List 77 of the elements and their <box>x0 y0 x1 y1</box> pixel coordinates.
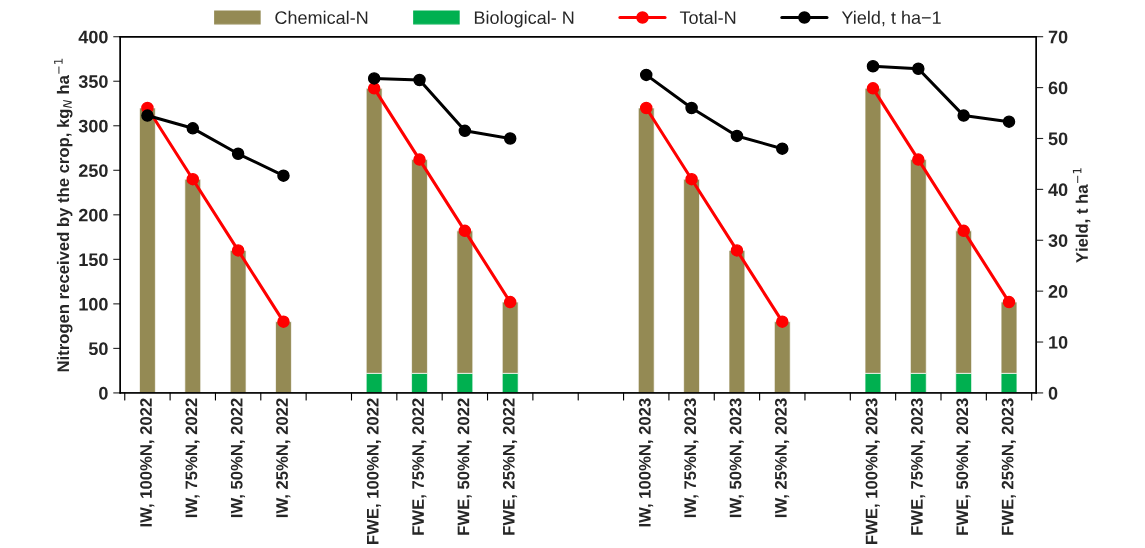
x-tick-label: IW, 25%N, 2023 <box>774 398 790 518</box>
y2-axis-title: Yield, t ha$^{−1}$ <box>1072 168 1091 263</box>
point <box>776 315 789 328</box>
legend-label: Chemical-N <box>275 10 368 25</box>
point <box>458 224 472 238</box>
x-tick-label: IW, 75%N, 2022 <box>185 398 200 518</box>
y2-tick-label: 40 <box>1048 183 1068 197</box>
y-tick-label: 250 <box>78 164 108 178</box>
point <box>186 122 200 135</box>
y2-tick-label: 0 <box>1048 386 1058 400</box>
point <box>957 109 970 122</box>
legend-label: Biological- N <box>474 10 574 28</box>
y-tick-label: 350 <box>78 75 108 88</box>
x-tick-label: FWE, 25%N, 2023 <box>1001 398 1016 535</box>
point <box>503 132 517 145</box>
point <box>186 172 200 186</box>
legend-label: Yield, t ha−1 <box>841 10 941 27</box>
y2-tick-label: 30 <box>1048 234 1068 247</box>
point <box>912 62 925 76</box>
x-tick-label: IW, 100%N, 2022 <box>140 398 155 527</box>
point <box>730 244 744 257</box>
point <box>912 153 925 166</box>
point <box>639 68 653 82</box>
x-tick-label: FWE, 50%N, 2023 <box>956 398 971 535</box>
point <box>957 224 970 238</box>
point <box>458 124 472 138</box>
point <box>413 153 426 166</box>
x-tick-label: IW, 50%N, 2022 <box>230 398 246 518</box>
x-tick-label: IW, 75%N, 2023 <box>684 398 699 518</box>
point <box>685 172 698 186</box>
point <box>866 82 880 95</box>
point <box>866 59 880 73</box>
legend-label: Total-N <box>679 10 736 25</box>
bar <box>139 107 156 393</box>
y-tick-label: 50 <box>88 342 108 356</box>
point <box>231 244 245 257</box>
x-tick-label: FWE, 100%N, 2023 <box>865 398 880 544</box>
point <box>685 101 698 115</box>
point <box>277 315 290 328</box>
y2-tick-label: 70 <box>1048 30 1068 44</box>
x-tick-label: IW, 50%N, 2023 <box>729 398 744 518</box>
bar <box>683 178 700 393</box>
y-tick-label: 150 <box>79 253 108 267</box>
point <box>141 109 154 122</box>
point <box>639 101 653 115</box>
bar <box>275 321 292 393</box>
x-tick-label: FWE, 25%N, 2022 <box>502 398 518 535</box>
x-tick-label: IW, 100%N, 2023 <box>638 398 654 527</box>
x-tick-label: FWE, 100%N, 2022 <box>366 398 382 544</box>
point <box>367 72 381 85</box>
bar <box>774 321 791 393</box>
y2-tick-label: 10 <box>1049 335 1068 349</box>
bar <box>728 250 746 393</box>
x-tick-label: IW, 25%N, 2022 <box>276 398 291 518</box>
y2-tick-label: 50 <box>1048 132 1068 146</box>
x-tick-label: FWE, 75%N, 2023 <box>911 398 926 535</box>
y-tick-label: 100 <box>79 297 108 311</box>
point <box>730 129 744 143</box>
x-tick-label: FWE, 50%N, 2022 <box>457 398 472 535</box>
bar <box>637 107 655 393</box>
point <box>413 73 426 87</box>
y-tick-label: 400 <box>78 30 108 44</box>
y2-tick-label: 20 <box>1048 285 1068 298</box>
y-tick-label: 0 <box>99 386 108 400</box>
point <box>1002 295 1016 309</box>
y-tick-label: 300 <box>78 119 108 133</box>
y-axis-title: Nitrogen received by the crop, kg$_{N}$ ha$^{−1}$ <box>54 58 73 372</box>
bar <box>184 178 202 393</box>
x-tick-label: FWE, 75%N, 2022 <box>412 398 427 535</box>
point <box>776 142 789 155</box>
y-tick-label: 200 <box>78 208 108 222</box>
point <box>231 147 245 161</box>
bar <box>229 250 247 393</box>
point <box>503 295 517 309</box>
point <box>1002 115 1016 128</box>
point <box>277 169 290 182</box>
y2-tick-label: 60 <box>1048 81 1068 95</box>
